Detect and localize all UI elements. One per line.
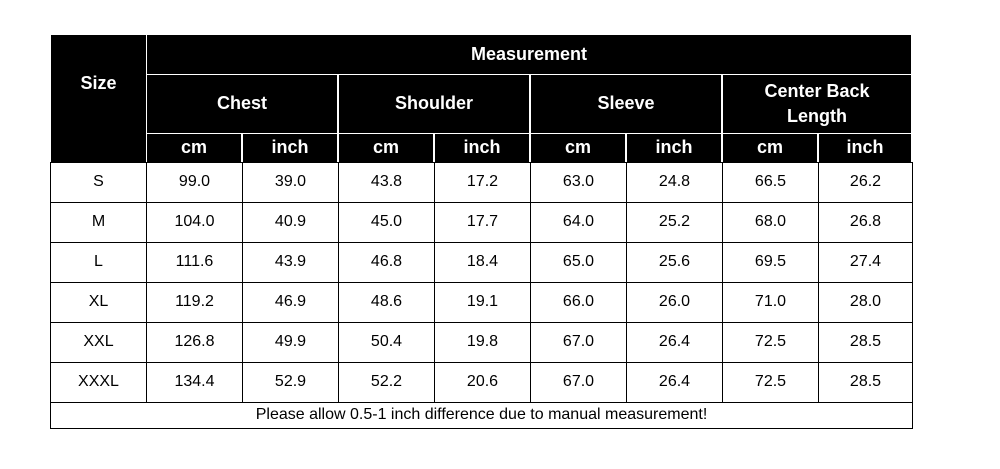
value-cell: 39.0: [242, 162, 339, 203]
unit-header: inch: [818, 133, 912, 163]
value-cell: 17.7: [434, 202, 531, 243]
value-cell: 111.6: [146, 242, 243, 283]
unit-header: cm: [338, 133, 434, 163]
value-cell: 49.9: [242, 322, 339, 363]
value-cell: 28.0: [818, 282, 913, 323]
value-cell: 25.6: [626, 242, 723, 283]
value-cell: 28.5: [818, 362, 913, 403]
size-cell: XXL: [50, 322, 147, 363]
value-cell: 20.6: [434, 362, 531, 403]
unit-header: cm: [146, 133, 242, 163]
unit-header: inch: [434, 133, 530, 163]
value-cell: 72.5: [722, 362, 819, 403]
value-cell: 67.0: [530, 322, 627, 363]
measurement-header: Measurement: [146, 34, 912, 75]
value-cell: 26.8: [818, 202, 913, 243]
value-cell: 26.2: [818, 162, 913, 203]
group-header: Center Back Length: [722, 74, 912, 134]
value-cell: 43.9: [242, 242, 339, 283]
unit-header: inch: [626, 133, 722, 163]
value-cell: 63.0: [530, 162, 627, 203]
value-cell: 46.9: [242, 282, 339, 323]
value-cell: 69.5: [722, 242, 819, 283]
unit-header: cm: [530, 133, 626, 163]
value-cell: 26.4: [626, 362, 723, 403]
value-cell: 46.8: [338, 242, 435, 283]
size-cell: M: [50, 202, 147, 243]
size-cell: XL: [50, 282, 147, 323]
value-cell: 19.8: [434, 322, 531, 363]
size-cell: XXXL: [50, 362, 147, 403]
value-cell: 17.2: [434, 162, 531, 203]
value-cell: 52.2: [338, 362, 435, 403]
value-cell: 99.0: [146, 162, 243, 203]
unit-header: cm: [722, 133, 818, 163]
value-cell: 50.4: [338, 322, 435, 363]
value-cell: 19.1: [434, 282, 531, 323]
value-cell: 27.4: [818, 242, 913, 283]
value-cell: 26.4: [626, 322, 723, 363]
value-cell: 40.9: [242, 202, 339, 243]
value-cell: 104.0: [146, 202, 243, 243]
value-cell: 26.0: [626, 282, 723, 323]
value-cell: 52.9: [242, 362, 339, 403]
value-cell: 66.5: [722, 162, 819, 203]
size-cell: S: [50, 162, 147, 203]
value-cell: 71.0: [722, 282, 819, 323]
group-header: Shoulder: [338, 74, 530, 134]
value-cell: 18.4: [434, 242, 531, 283]
value-cell: 65.0: [530, 242, 627, 283]
value-cell: 67.0: [530, 362, 627, 403]
value-cell: 64.0: [530, 202, 627, 243]
group-header: Sleeve: [530, 74, 722, 134]
value-cell: 43.8: [338, 162, 435, 203]
value-cell: 126.8: [146, 322, 243, 363]
value-cell: 25.2: [626, 202, 723, 243]
value-cell: 66.0: [530, 282, 627, 323]
value-cell: 68.0: [722, 202, 819, 243]
size-header: Size: [50, 34, 147, 163]
value-cell: 134.4: [146, 362, 243, 403]
value-cell: 24.8: [626, 162, 723, 203]
note: Please allow 0.5-1 inch difference due t…: [50, 402, 913, 429]
group-header: Chest: [146, 74, 338, 134]
value-cell: 28.5: [818, 322, 913, 363]
unit-header: inch: [242, 133, 338, 163]
value-cell: 119.2: [146, 282, 243, 323]
size-cell: L: [50, 242, 147, 283]
value-cell: 72.5: [722, 322, 819, 363]
value-cell: 48.6: [338, 282, 435, 323]
value-cell: 45.0: [338, 202, 435, 243]
